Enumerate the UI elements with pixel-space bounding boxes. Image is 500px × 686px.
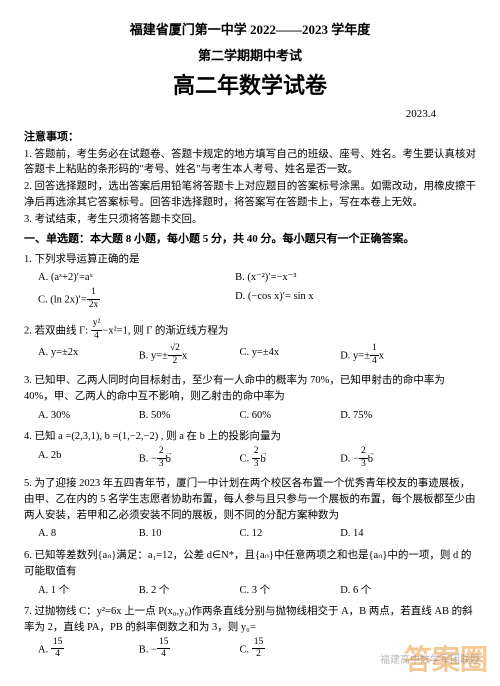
q6-option-b: B. 2 个 xyxy=(139,583,240,599)
q2-option-c: C. y=±4x xyxy=(239,345,340,367)
question-2: 2. 若双曲线 Γ: y²4−x²=1, 则 Γ 的渐近线方程为 A. y=±2… xyxy=(24,320,476,367)
q5-stem: 5. 为了迎接 2023 年五四青年节，厦门一中计划在两个校区各布置一个优秀青年… xyxy=(24,476,476,523)
q2-option-d: D. y=±14x xyxy=(340,345,441,367)
q2-stem: 2. 若双曲线 Γ: y²4−x²=1, 则 Γ 的渐近线方程为 xyxy=(24,320,476,342)
q3-option-b: B. 50% xyxy=(139,408,240,424)
q1-option-c: C. (ln 2x)′=12x xyxy=(38,289,235,311)
watermark-sub: 福建高中数学军团联题 xyxy=(380,653,480,668)
notice-item: 3. 考试结束，考生只须将答题卡交回。 xyxy=(24,212,476,227)
question-4: 4. 已知 a =(2,3,1), b =(1,−2,−2) , 则 a 在 b… xyxy=(24,429,476,470)
q3-stem: 3. 已知甲、乙两人同时向目标射击，至少有一人命中的概率为 70%，已知甲射击的… xyxy=(24,373,476,405)
question-1: 1. 下列求导运算正确的是 A. (aˣ+2)′=aˣ B. (x⁻²)′=−x… xyxy=(24,252,476,315)
notice-heading: 注意事项： xyxy=(24,129,476,146)
q5-option-a: A. 8 xyxy=(38,526,139,542)
q4-option-a: A. 2b xyxy=(38,448,139,470)
q1-option-a: A. (aˣ+2)′=aˣ xyxy=(38,270,235,286)
q6-option-a: A. 1 个 xyxy=(38,583,139,599)
question-5: 5. 为了迎接 2023 年五四青年节，厦门一中计划在两个校区各布置一个优秀青年… xyxy=(24,476,476,542)
q3-option-d: D. 75% xyxy=(340,408,441,424)
q4-stem: 4. 已知 a =(2,3,1), b =(1,−2,−2) , 则 a 在 b… xyxy=(24,429,476,445)
q3-option-a: A. 30% xyxy=(38,408,139,424)
q4-option-d: D. −23b→ xyxy=(340,448,441,470)
q2-option-b: B. y=±√22x xyxy=(139,345,240,367)
section-title: 一、单选题：本大题 8 小题，每小题 5 分，共 40 分。每小题只有一个正确答… xyxy=(24,231,476,248)
question-6: 6. 已知等差数列{aₙ}满足：a₁=12，公差 d∈N*，且{aₙ}中任意两项… xyxy=(24,548,476,598)
q5-option-d: D. 14 xyxy=(340,526,441,542)
q6-stem: 6. 已知等差数列{aₙ}满足：a₁=12，公差 d∈N*，且{aₙ}中任意两项… xyxy=(24,548,476,580)
q3-option-c: C. 60% xyxy=(239,408,340,424)
q6-option-c: C. 3 个 xyxy=(239,583,340,599)
q7-option-a: A. 154 xyxy=(38,639,139,661)
q4-option-b: B. −23b→ xyxy=(139,448,240,470)
q6-option-d: D. 6 个 xyxy=(340,583,441,599)
q1-stem: 1. 下列求导运算正确的是 xyxy=(24,252,476,268)
exam-period: 第二学期期中考试 xyxy=(24,46,476,66)
exam-date: 2023.4 xyxy=(24,106,476,123)
exam-title: 高二年数学试卷 xyxy=(24,69,476,102)
q5-option-b: B. 10 xyxy=(139,526,240,542)
q1-option-b: B. (x⁻²)′=−x⁻³ xyxy=(235,270,432,286)
q7-option-b: B. −154 xyxy=(139,639,240,661)
q1-option-d: D. (−cos x)′= sin x xyxy=(235,289,432,311)
q5-option-c: C. 12 xyxy=(239,526,340,542)
q4-option-c: C. 23b→ xyxy=(239,448,340,470)
question-3: 3. 已知甲、乙两人同时向目标射击，至少有一人命中的概率为 70%，已知甲射击的… xyxy=(24,373,476,423)
q2-option-a: A. y=±2x xyxy=(38,345,139,367)
q7-stem: 7. 过抛物线 C：y²=6x 上一点 P(x₀,y₀)作两条直线分别与抛物线相… xyxy=(24,604,476,636)
q7-option-c: C. 152 xyxy=(239,639,340,661)
school-year: 福建省厦门第一中学 2022——2023 学年度 xyxy=(24,20,476,40)
notice-item: 2. 回答选择题时，选出答案后用铅笔将答题卡上对应题目的答案标号涂黑。如需改动，… xyxy=(24,179,476,209)
notice-item: 1. 答题前，考生务必在试题卷、答题卡规定的地方填写自己的班级、座号、姓名。考生… xyxy=(24,147,476,177)
